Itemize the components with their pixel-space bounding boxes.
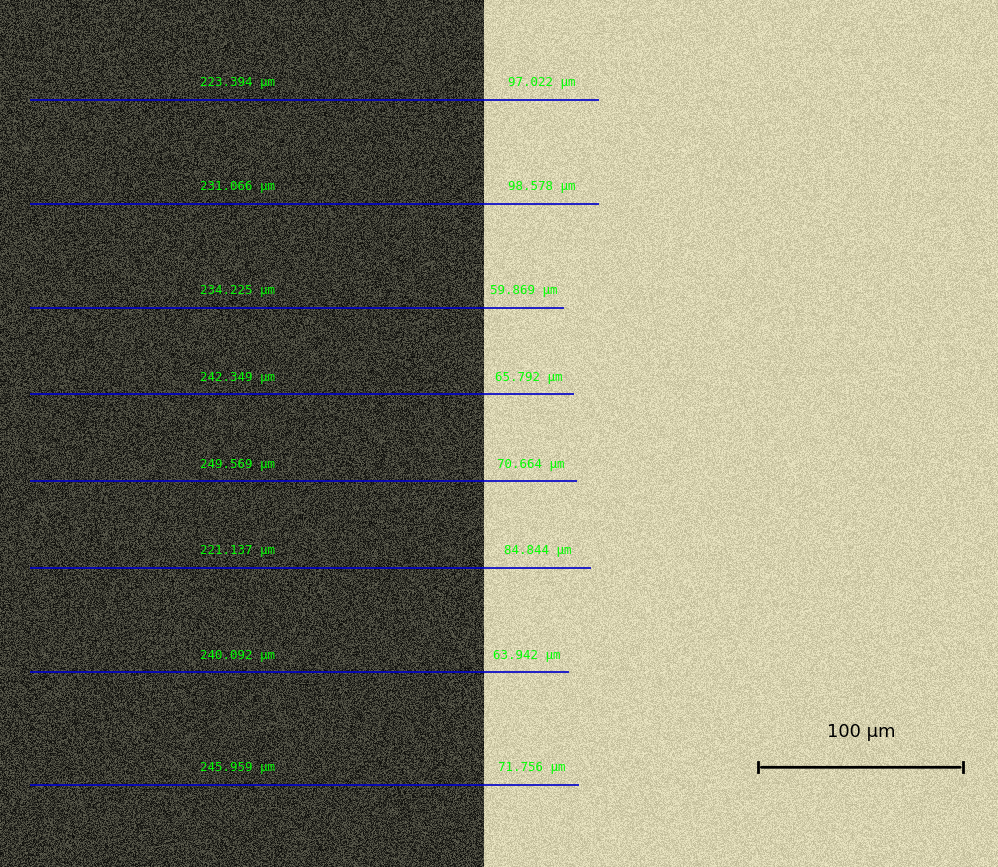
Text: 97.022 μm: 97.022 μm [508,76,575,89]
Text: 71.756 μm: 71.756 μm [498,761,565,774]
Text: 100 μm: 100 μm [826,723,895,741]
Text: 242.349 μm: 242.349 μm [200,371,274,384]
Text: 249.569 μm: 249.569 μm [200,458,274,471]
Text: 231.066 μm: 231.066 μm [200,180,274,193]
Text: 84.844 μm: 84.844 μm [504,544,571,557]
Text: 240.092 μm: 240.092 μm [200,649,274,662]
Text: 234.225 μm: 234.225 μm [200,284,274,297]
Text: 221.137 μm: 221.137 μm [200,544,274,557]
Text: 63.942 μm: 63.942 μm [493,649,560,662]
Text: 98.578 μm: 98.578 μm [508,180,575,193]
Text: 223.394 μm: 223.394 μm [200,76,274,89]
Text: 245.959 μm: 245.959 μm [200,761,274,774]
Text: 70.664 μm: 70.664 μm [497,458,564,471]
Text: 59.869 μm: 59.869 μm [490,284,558,297]
Text: 65.792 μm: 65.792 μm [495,371,563,384]
